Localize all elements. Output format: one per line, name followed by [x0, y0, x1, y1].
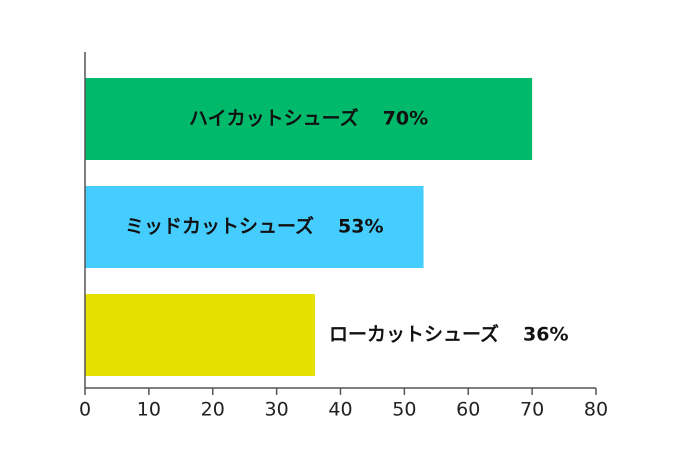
value-label: 70% [383, 108, 428, 130]
x-tick-label: 60 [456, 399, 480, 421]
category-label: ハイカットシューズ [189, 107, 359, 130]
x-tick-label: 30 [265, 399, 289, 421]
x-tick-label: 10 [137, 399, 161, 421]
value-label: 36% [523, 324, 568, 346]
bar [85, 78, 533, 160]
x-tick-label: 50 [392, 399, 416, 421]
category-label: ローカットシューズ [329, 323, 499, 346]
x-tick-label: 70 [520, 399, 544, 421]
x-tick-label: 40 [328, 399, 352, 421]
category-label: ミッドカットシューズ [125, 215, 314, 238]
bar [85, 186, 424, 268]
bar [85, 294, 315, 376]
x-tick-label: 80 [584, 399, 608, 421]
x-tick-label: 20 [201, 399, 225, 421]
x-tick-label: 0 [79, 399, 91, 421]
value-label: 53% [338, 216, 383, 238]
